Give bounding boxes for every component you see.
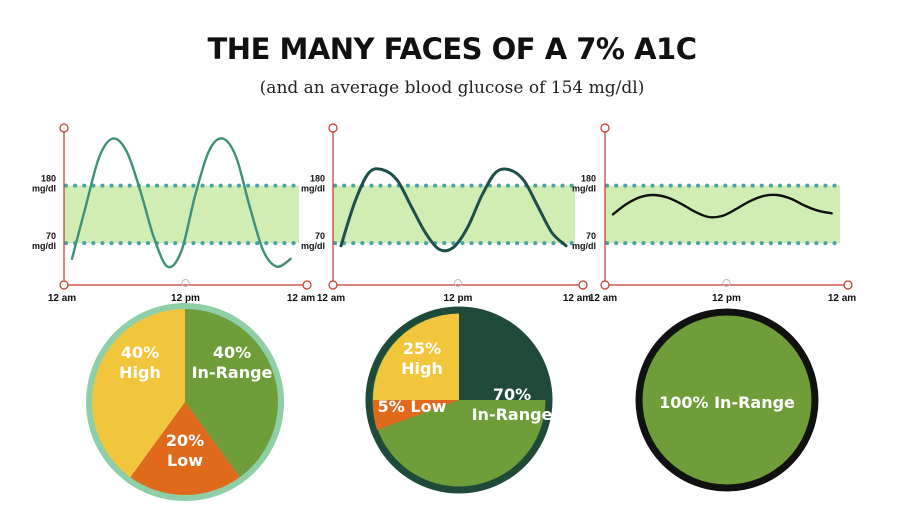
x-tick-label: 12 pm <box>444 293 473 304</box>
pie-label-high: High <box>401 359 443 378</box>
pie-slice-low <box>130 402 240 495</box>
origin-marker <box>328 280 338 290</box>
pie-label-low: 5% Low <box>378 397 447 416</box>
y-tick-label-70: 70 <box>586 231 596 241</box>
y-tick-unit-70: mg/dl <box>32 241 56 251</box>
pie-label-low: Low <box>167 451 203 470</box>
target-range-band <box>333 185 575 244</box>
origin-marker <box>59 280 69 290</box>
x-tick-label: 12 pm <box>712 293 741 304</box>
pie-label-in-range: 40% <box>213 343 251 362</box>
target-range-band <box>64 185 299 244</box>
page-title: THE MANY FACES OF A 7% A1C <box>207 32 697 66</box>
y-tick-label-70: 70 <box>315 231 325 241</box>
pie-chart-moderate-swing-breakdown: 25%High 70%In-Range 5% Low <box>365 306 553 494</box>
y-tick-label-180: 180 <box>310 174 325 184</box>
x-tick-label: 12 am <box>48 293 76 304</box>
pie-slice-high <box>373 313 459 400</box>
pie-label-in-range: In-Range <box>192 363 273 382</box>
pie-label-in-range: In-Range <box>472 405 553 424</box>
pie-label-low: 20% <box>166 431 204 450</box>
noon-marker <box>454 279 462 287</box>
noon-marker <box>722 279 731 287</box>
glucose-series-line <box>339 167 568 253</box>
y-tick-unit-180: mg/dl <box>32 184 56 194</box>
x-axis-end-marker <box>843 280 853 290</box>
y-tick-label-180: 180 <box>41 174 56 184</box>
page-subtitle: (and an average blood glucose of 154 mg/… <box>259 78 645 98</box>
pie-chart-steady-breakdown: 100% In-Range <box>635 308 819 492</box>
pie-label-high: High <box>119 363 161 382</box>
glucose-series-line <box>70 137 292 269</box>
pie-label-in-range: 100% In-Range <box>659 393 795 412</box>
y-tick-label-180: 180 <box>581 174 596 184</box>
pie-label-high: 25% <box>403 339 441 358</box>
x-axis-end-marker <box>302 280 312 290</box>
pie-label-high: 40% <box>121 343 159 362</box>
y-tick-unit-180: mg/dl <box>572 184 596 194</box>
glucose-series-line <box>611 193 833 219</box>
pie-slice-high <box>92 309 185 478</box>
pie-slice-low <box>372 400 459 430</box>
pie-slice-in-range <box>185 309 278 478</box>
target-range-band <box>605 185 840 244</box>
x-tick-label: 12 am <box>317 293 345 304</box>
y-tick-unit-70: mg/dl <box>572 241 596 251</box>
y-axis-end-marker <box>59 123 69 133</box>
x-tick-label: 12 am <box>287 293 315 304</box>
x-tick-label: 12 am <box>828 293 856 304</box>
pie-slice-in-range <box>642 315 812 485</box>
noon-marker <box>181 279 190 287</box>
x-tick-label: 12 am <box>563 293 591 304</box>
x-tick-label: 12 pm <box>171 293 200 304</box>
y-tick-unit-70: mg/dl <box>301 241 325 251</box>
origin-marker <box>600 280 610 290</box>
y-axis-end-marker <box>600 123 610 133</box>
y-axis-end-marker <box>328 123 338 133</box>
y-tick-label-70: 70 <box>46 231 56 241</box>
pie-label-in-range: 70% <box>493 385 531 404</box>
y-tick-unit-180: mg/dl <box>301 184 325 194</box>
x-axis-end-marker <box>578 280 588 290</box>
x-tick-label: 12 am <box>589 293 617 304</box>
